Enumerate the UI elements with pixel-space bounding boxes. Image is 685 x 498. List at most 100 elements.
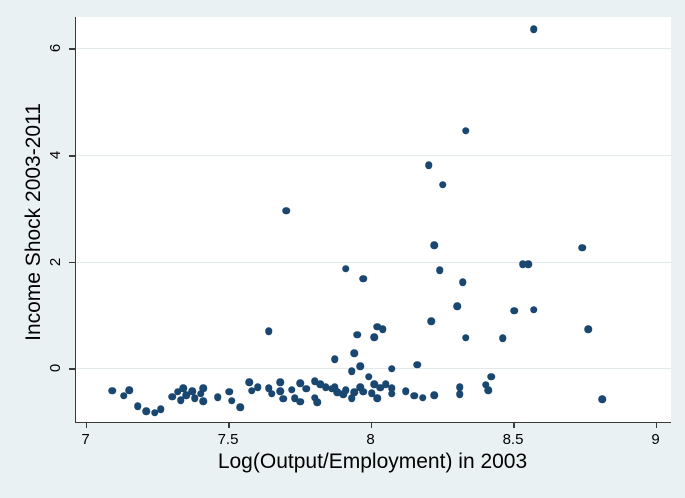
data-point xyxy=(382,380,390,389)
x-tick-mark xyxy=(228,422,230,428)
y-tick-label: 0 xyxy=(47,364,64,373)
data-point xyxy=(248,386,256,395)
data-point xyxy=(134,402,142,410)
y-tick-mark xyxy=(69,261,75,264)
x-tick-label: 8.5 xyxy=(502,431,524,448)
data-point xyxy=(228,397,236,405)
data-point xyxy=(279,394,287,403)
data-point xyxy=(461,334,470,342)
data-point xyxy=(510,306,518,315)
data-point xyxy=(430,241,438,249)
x-tick-mark xyxy=(655,422,657,428)
data-point xyxy=(342,386,350,394)
data-point xyxy=(438,181,447,189)
x-axis-title: Log(Output/Employment) in 2003 xyxy=(217,450,528,473)
data-point xyxy=(316,380,324,389)
data-point xyxy=(370,333,379,342)
y-tick-label: 6 xyxy=(47,44,64,53)
y-axis-title: Income Shock 2003-2011 xyxy=(22,103,45,341)
data-point xyxy=(296,398,305,406)
data-point xyxy=(487,373,495,381)
gridline xyxy=(76,48,671,50)
data-point xyxy=(245,378,253,386)
data-point xyxy=(498,334,507,343)
data-point xyxy=(290,394,299,402)
data-point xyxy=(213,393,222,401)
data-point xyxy=(176,396,185,405)
data-point xyxy=(265,384,273,392)
x-tick-label: 8 xyxy=(366,431,375,448)
y-tick-mark xyxy=(69,368,75,370)
data-point xyxy=(268,390,276,398)
data-point xyxy=(598,395,607,403)
data-point xyxy=(191,394,199,402)
data-point xyxy=(376,383,384,392)
data-point xyxy=(530,305,538,314)
data-point xyxy=(356,362,364,370)
x-tick-mark xyxy=(85,422,87,428)
x-tick-mark xyxy=(513,422,515,428)
data-point xyxy=(373,322,381,331)
data-point xyxy=(350,349,359,358)
x-tick-mark xyxy=(370,422,372,428)
data-point xyxy=(453,302,461,311)
data-point xyxy=(339,390,347,399)
data-point xyxy=(401,387,410,395)
data-point xyxy=(424,161,433,169)
data-point xyxy=(330,383,339,391)
data-point xyxy=(330,355,339,363)
gridline xyxy=(76,261,671,263)
data-point xyxy=(199,384,208,392)
data-point xyxy=(119,391,128,400)
data-point xyxy=(168,392,176,401)
data-point xyxy=(276,387,285,395)
data-point xyxy=(347,394,356,402)
data-point xyxy=(350,388,359,397)
data-point xyxy=(173,388,182,396)
data-point xyxy=(347,367,356,375)
data-point xyxy=(276,378,285,386)
x-tick-label: 7.5 xyxy=(217,431,239,448)
data-point xyxy=(196,390,205,398)
data-point xyxy=(379,325,387,334)
data-point xyxy=(322,383,330,391)
data-point xyxy=(156,405,165,414)
data-point xyxy=(456,390,464,399)
data-point xyxy=(287,385,296,394)
data-point xyxy=(359,388,367,396)
data-point xyxy=(370,380,379,389)
data-point xyxy=(253,383,262,391)
data-point xyxy=(481,381,490,389)
data-point xyxy=(373,394,381,402)
data-point xyxy=(456,383,464,391)
data-point xyxy=(387,365,396,373)
data-point xyxy=(427,317,436,326)
data-point xyxy=(310,393,319,402)
data-point xyxy=(387,390,396,398)
data-point xyxy=(282,206,290,215)
data-point xyxy=(225,388,233,396)
data-point xyxy=(387,384,396,392)
gridline xyxy=(76,368,671,370)
data-point xyxy=(333,388,342,397)
data-point xyxy=(524,260,532,269)
data-point xyxy=(578,244,587,252)
data-point xyxy=(142,407,151,415)
data-point xyxy=(310,377,319,385)
data-point xyxy=(302,384,310,393)
data-point xyxy=(367,389,376,398)
plot-area xyxy=(75,17,671,423)
data-point xyxy=(313,398,322,407)
gridline xyxy=(76,155,671,156)
data-point xyxy=(236,403,245,411)
y-tick-label: 2 xyxy=(47,257,64,266)
x-tick-label: 9 xyxy=(651,431,660,448)
data-point xyxy=(108,386,116,395)
data-point xyxy=(188,387,196,395)
y-tick-label: 4 xyxy=(47,150,64,160)
data-point xyxy=(461,126,470,135)
x-tick-label: 7 xyxy=(81,431,90,448)
data-point xyxy=(179,384,188,392)
data-point xyxy=(296,379,305,387)
